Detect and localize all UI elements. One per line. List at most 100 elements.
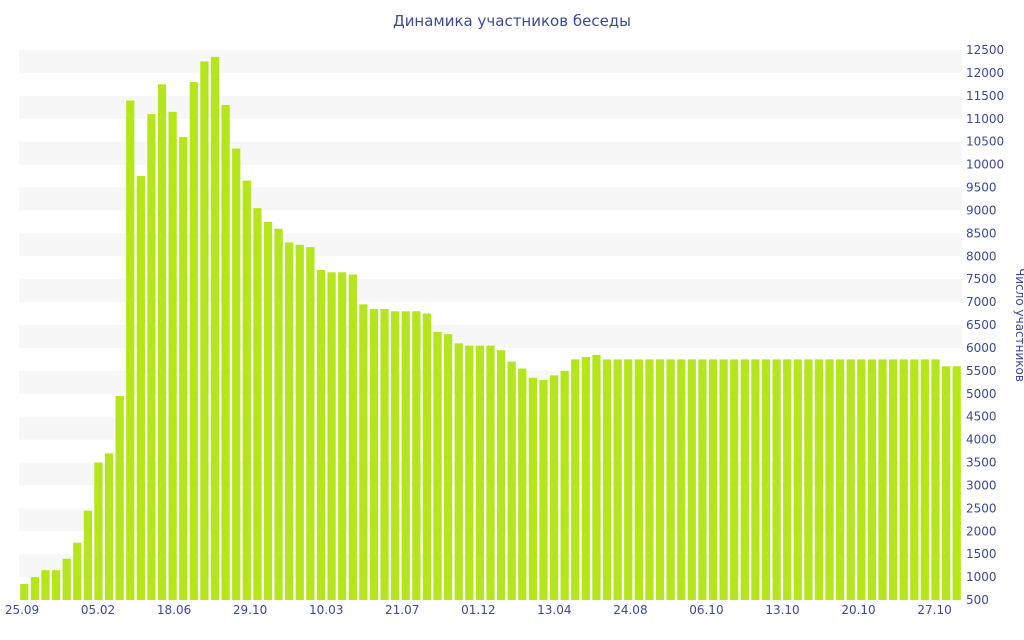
bar — [592, 354, 601, 600]
x-tick-label: 10.03 — [309, 603, 343, 617]
bar — [136, 176, 145, 601]
bar — [20, 583, 29, 600]
bar — [539, 380, 548, 600]
grid-band — [19, 50, 962, 73]
bar — [369, 308, 379, 600]
y-tick-label: 8500 — [966, 226, 997, 240]
bar — [624, 359, 633, 601]
y-tick-label: 1500 — [966, 547, 997, 561]
bar — [486, 345, 495, 601]
bar — [285, 242, 294, 600]
bar — [825, 359, 834, 601]
bar — [274, 228, 283, 600]
x-tick-label: 18.06 — [157, 603, 191, 617]
bar — [179, 137, 188, 600]
bar — [814, 359, 824, 601]
bar — [30, 577, 40, 600]
bar — [338, 272, 347, 600]
bar — [920, 359, 930, 601]
y-tick-label: 1000 — [966, 570, 997, 584]
bar — [910, 359, 919, 601]
y-tick-label: 8000 — [966, 249, 997, 263]
bar — [210, 56, 220, 601]
bar — [62, 558, 71, 600]
bar — [931, 359, 940, 601]
bar — [147, 114, 156, 601]
bar — [804, 359, 813, 601]
bar — [857, 359, 866, 601]
bar — [772, 359, 781, 601]
y-tick-label: 9500 — [966, 181, 997, 195]
bar — [401, 311, 410, 600]
y-tick-label: 9000 — [966, 203, 997, 217]
bar — [571, 359, 580, 601]
y-tick-label: 7500 — [966, 272, 997, 286]
y-tick-label: 500 — [966, 593, 989, 607]
y-tick-label: 11000 — [966, 112, 1004, 126]
bar — [941, 366, 951, 600]
y-tick-label: 3500 — [966, 456, 997, 470]
bar — [200, 61, 209, 600]
bar — [433, 331, 442, 601]
y-tick-label: 2500 — [966, 501, 997, 515]
y-tick-label: 3000 — [966, 478, 997, 492]
bar — [698, 359, 707, 601]
y-tick-label: 10500 — [966, 135, 1004, 149]
x-tick-label: 21.07 — [385, 603, 419, 617]
bar — [496, 350, 506, 600]
bar — [454, 343, 463, 600]
bar — [549, 375, 559, 600]
bar — [157, 84, 167, 601]
bar — [751, 359, 760, 601]
bar — [867, 359, 877, 601]
bar — [126, 100, 135, 601]
bar — [263, 221, 273, 601]
bar — [306, 247, 315, 600]
bar — [793, 359, 802, 601]
bar — [878, 359, 887, 601]
bar — [221, 105, 230, 600]
bar — [380, 308, 389, 600]
x-tick-label: 27.10 — [917, 603, 951, 617]
bar — [708, 359, 718, 601]
x-tick-label: 01.12 — [461, 603, 495, 617]
bar — [677, 359, 686, 601]
x-tick-label: 13.04 — [537, 603, 571, 617]
y-tick-label: 4000 — [966, 433, 997, 447]
y-tick-label: 2000 — [966, 524, 997, 538]
bar — [846, 359, 855, 601]
bar — [104, 453, 114, 600]
bar — [666, 359, 675, 601]
x-axis-ticks: 25.09 05.02 18.06 29.10 10.03 21.07 01.12 13.04… — [5, 603, 952, 617]
bar — [168, 111, 177, 601]
bar — [412, 311, 421, 600]
bar — [740, 359, 749, 601]
bar — [253, 208, 262, 601]
bar — [189, 82, 198, 600]
bar — [465, 345, 474, 601]
chart-title: Динамика участников беседы — [392, 12, 632, 30]
bar — [634, 359, 643, 601]
bar — [73, 542, 82, 600]
x-tick-label: 25.09 — [5, 603, 39, 617]
bar — [242, 180, 251, 601]
bar — [730, 359, 739, 601]
y-tick-label: 6500 — [966, 318, 997, 332]
bar — [518, 368, 527, 600]
bar — [761, 359, 771, 601]
bar — [889, 359, 898, 601]
bar — [83, 510, 92, 601]
x-tick-label: 29.10 — [233, 603, 267, 617]
bar — [602, 359, 612, 601]
bar — [836, 359, 845, 601]
bar — [391, 311, 400, 600]
bar — [719, 359, 728, 601]
bar — [295, 244, 304, 601]
y-tick-label: 12500 — [966, 43, 1004, 57]
bar — [528, 377, 538, 600]
bars — [20, 56, 961, 601]
y-tick-label: 11500 — [966, 89, 1004, 103]
bar — [443, 334, 453, 600]
bar — [687, 359, 696, 601]
